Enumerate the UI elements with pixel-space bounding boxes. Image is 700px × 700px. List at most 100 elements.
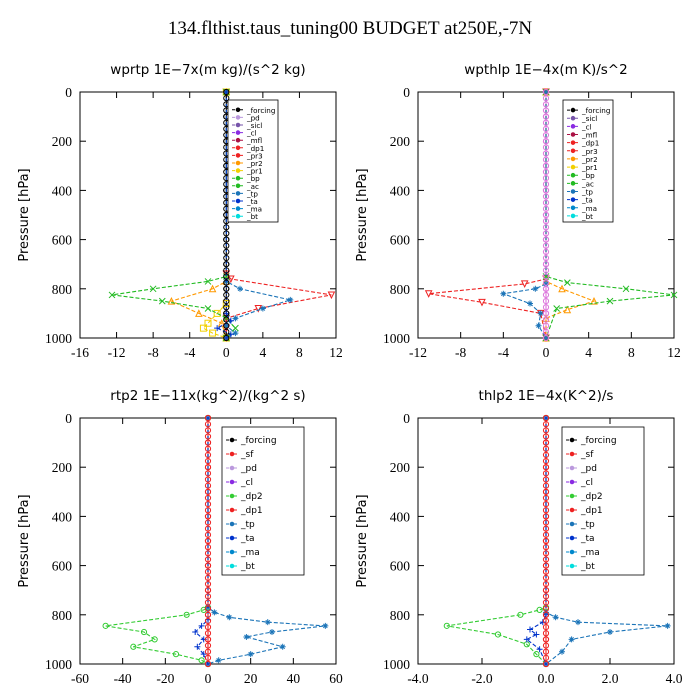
legend-entry: _bp xyxy=(581,171,595,180)
legend-marker xyxy=(235,168,241,173)
data-point-marker xyxy=(140,628,148,636)
data-point-marker xyxy=(204,457,212,465)
data-point-marker xyxy=(542,138,550,145)
data-point-marker xyxy=(223,88,230,96)
data-point-marker xyxy=(223,261,230,268)
data-point-marker xyxy=(223,224,230,231)
data-point-marker xyxy=(542,236,550,243)
legend-marker xyxy=(229,465,235,471)
data-point-marker xyxy=(575,619,581,626)
legend-marker xyxy=(235,206,241,211)
legend-marker xyxy=(235,115,241,120)
y-tick-label: 0 xyxy=(403,85,410,100)
data-point-marker xyxy=(204,550,212,557)
data-point-marker xyxy=(204,488,212,495)
legend-entry: _ac xyxy=(581,179,594,188)
data-point-marker xyxy=(542,95,550,102)
data-point-marker xyxy=(542,156,550,163)
data-point-marker xyxy=(327,291,336,300)
legend-entry: _tp xyxy=(581,188,593,197)
data-point-marker xyxy=(542,334,550,342)
y-tick-label: 1000 xyxy=(45,331,72,346)
data-point-marker xyxy=(542,605,550,612)
data-point-marker xyxy=(563,279,571,287)
data-point-marker xyxy=(542,119,550,126)
data-point-marker xyxy=(259,305,266,312)
legend-marker xyxy=(235,191,241,196)
legend-entry: _dp2 xyxy=(240,492,263,502)
data-point-marker xyxy=(542,654,550,661)
data-point-marker xyxy=(204,427,212,434)
series-line-dp1 xyxy=(428,92,547,339)
x-tick-label: -12 xyxy=(409,345,427,360)
data-point-marker xyxy=(200,651,207,658)
legend-entry: _cl xyxy=(580,478,593,488)
data-point-marker xyxy=(542,125,550,132)
data-point-marker xyxy=(542,322,550,329)
y-tick-label: 1000 xyxy=(383,331,410,346)
plot-frame xyxy=(79,91,337,339)
legend-entry: _pr2 xyxy=(581,155,598,164)
legend-marker xyxy=(229,493,235,499)
data-point-marker xyxy=(542,457,550,465)
chart-title: wprtp 1E−7x(m kg)/(s^2 kg) xyxy=(110,62,305,78)
data-point-marker xyxy=(607,629,613,636)
data-point-marker xyxy=(542,630,550,637)
data-point-marker xyxy=(223,328,230,335)
series-line-ac xyxy=(111,92,237,339)
legend-marker xyxy=(570,132,576,137)
data-point-marker xyxy=(536,646,543,653)
data-point-marker xyxy=(223,310,230,317)
data-point-marker xyxy=(204,648,212,655)
data-point-marker xyxy=(223,285,230,292)
data-point-marker xyxy=(211,609,218,616)
legend-entry: _mfl xyxy=(581,131,597,140)
data-point-marker xyxy=(542,298,550,305)
legend-entry: _sicl xyxy=(246,121,262,130)
data-point-marker xyxy=(223,322,230,329)
data-point-marker xyxy=(542,519,550,526)
data-point-marker xyxy=(542,470,550,477)
legend-marker xyxy=(569,493,575,499)
data-point-marker xyxy=(542,273,550,280)
legend-marker xyxy=(229,437,235,443)
legend-entry: _bt xyxy=(246,212,258,221)
legend-entry: _ma xyxy=(581,204,597,213)
data-point-marker xyxy=(204,531,212,538)
data-point-marker xyxy=(542,501,550,508)
data-point-marker xyxy=(542,88,550,96)
data-point-marker xyxy=(215,657,222,664)
x-tick-label: -60 xyxy=(71,671,89,686)
data-point-marker xyxy=(222,300,230,308)
y-tick-label: 800 xyxy=(390,282,411,297)
data-point-marker xyxy=(443,622,450,629)
data-point-marker xyxy=(542,314,550,322)
y-tick-label: 600 xyxy=(390,559,411,574)
data-point-marker xyxy=(223,89,230,95)
y-tick-label: 800 xyxy=(52,282,73,297)
legend-marker xyxy=(235,175,241,181)
y-tick-label: 800 xyxy=(52,608,73,623)
data-point-marker xyxy=(223,316,230,323)
x-tick-label: 4 xyxy=(259,345,266,360)
data-point-marker xyxy=(542,513,550,520)
data-point-marker xyxy=(543,611,549,618)
chart-panel-4: thlp2 1E−4x(K^2)/s Pressure [hPa] -4.0 -2.0… xyxy=(355,388,683,686)
data-point-marker xyxy=(478,298,486,307)
data-point-marker xyxy=(223,248,230,255)
data-point-marker xyxy=(542,242,550,249)
data-point-marker xyxy=(223,95,230,102)
data-point-marker xyxy=(542,328,550,335)
data-point-marker xyxy=(424,290,433,298)
data-point-marker xyxy=(542,507,550,514)
legend-marker xyxy=(570,189,576,194)
data-point-marker xyxy=(204,624,212,631)
data-point-marker xyxy=(542,599,550,606)
data-point-marker xyxy=(204,439,212,446)
legend-marker xyxy=(570,156,576,162)
data-point-marker xyxy=(532,285,539,292)
legend-entry: _ta xyxy=(246,197,258,206)
data-point-marker xyxy=(494,631,502,638)
data-point-marker xyxy=(204,568,212,575)
legend-marker xyxy=(569,535,575,541)
